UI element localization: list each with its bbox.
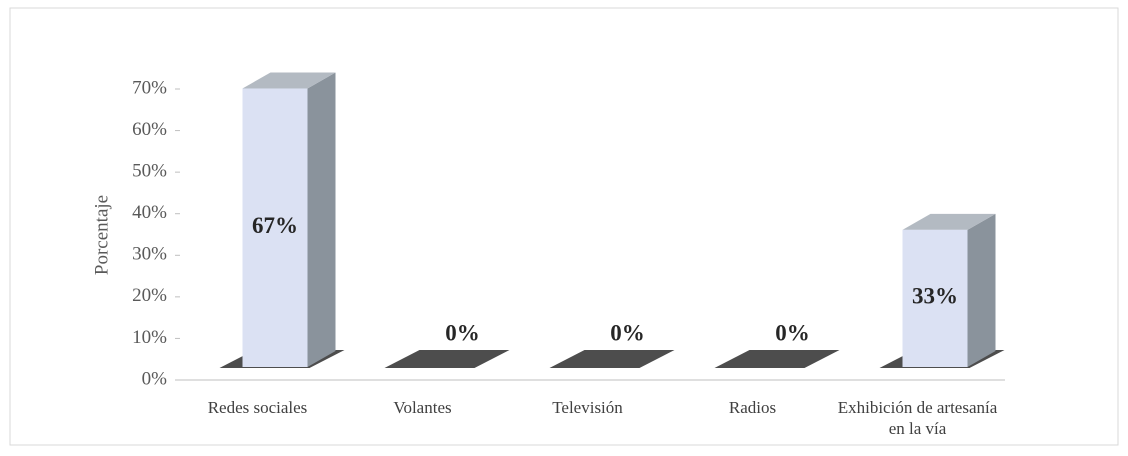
bar-shadow [714, 350, 840, 368]
y-tick-label: 10% [132, 327, 167, 348]
x-tick-label: Radios [728, 398, 777, 417]
y-tick-label: 0% [142, 368, 168, 389]
value-label: 0% [775, 320, 810, 345]
bar [242, 88, 308, 367]
y-tick-label: 40% [132, 202, 167, 223]
bar-shadow [384, 350, 510, 368]
y-tick-label: 50% [132, 161, 167, 182]
value-label: 33% [912, 284, 958, 309]
bar-side [307, 72, 336, 367]
bar [902, 229, 968, 367]
value-label: 0% [610, 320, 645, 345]
x-tick-label: Televisión [552, 398, 623, 417]
y-tick-label: 20% [132, 285, 167, 306]
x-tick-label: Volantes [393, 398, 452, 417]
bar-side [967, 213, 996, 367]
value-label: 67% [252, 213, 298, 238]
y-tick-label: 60% [132, 119, 167, 140]
y-tick-label: 30% [132, 244, 167, 265]
x-tick-label: Redes sociales [207, 398, 308, 417]
y-axis-label: Porcentaje [91, 195, 112, 275]
x-tick-label: Exhibición de artesanía en la vía [837, 398, 998, 438]
value-label: 0% [445, 320, 480, 345]
bar-top [242, 72, 336, 89]
bar-top [902, 213, 996, 230]
bar-shadow [549, 350, 675, 368]
y-tick-label: 70% [132, 77, 167, 98]
